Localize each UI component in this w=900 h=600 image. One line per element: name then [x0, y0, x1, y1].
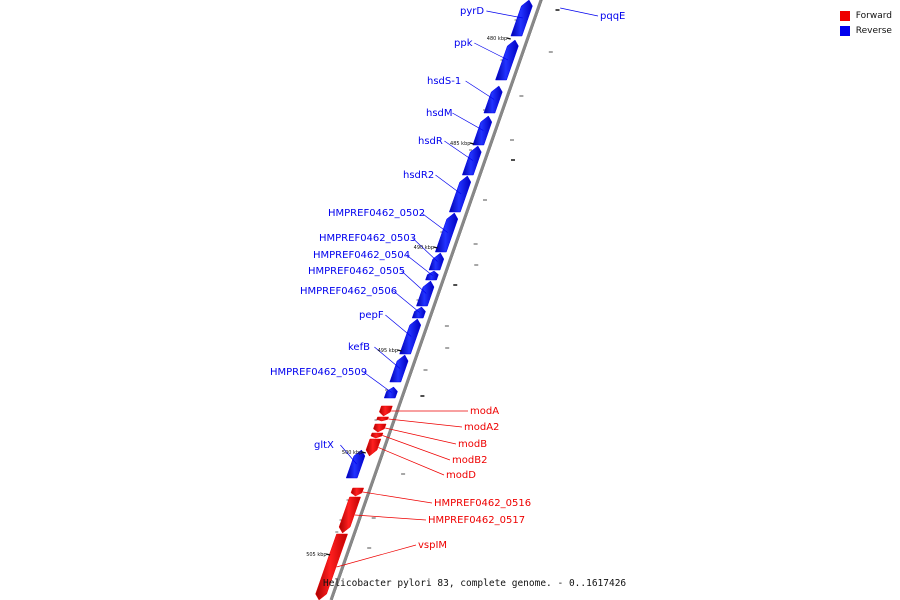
leader-line [474, 42, 509, 61]
gene-arrow-gltx[interactable] [345, 449, 366, 479]
kbp-tick-mark [433, 246, 438, 249]
legend-reverse: Reverse [839, 23, 892, 38]
gene-arrow-ppk[interactable] [495, 39, 519, 81]
gene-label-hsdr[interactable]: hsdR [418, 136, 443, 147]
leader-line [401, 270, 427, 294]
legend-forward: Forward [839, 8, 892, 23]
gene-label-kefb[interactable]: kefB [348, 342, 370, 353]
gene-arrow-moda2[interactable] [376, 416, 389, 422]
leader-line [393, 290, 420, 313]
gene-arrow-vspim[interactable] [315, 533, 348, 600]
gene-arrow-hmpref0462-0517[interactable] [338, 496, 361, 534]
gene-label-pepf[interactable]: pepF [359, 310, 384, 321]
leader-line [388, 418, 463, 428]
leader-line [560, 7, 599, 17]
gene-label-pyrd[interactable]: pyrD [460, 6, 484, 17]
gene-arrow-hmpref0462-0509[interactable] [383, 386, 398, 399]
kbp-tick-label: 500 kbp [342, 450, 362, 456]
gene-arrow-modb2[interactable] [370, 432, 384, 439]
gene-label-modb2[interactable]: modB2 [452, 455, 487, 466]
legend-reverse-label: Reverse [855, 25, 892, 36]
kbp-tick-mark [506, 37, 511, 40]
leader-line [452, 112, 484, 131]
kbp-tick-mark [325, 553, 331, 556]
gene-label-hmpref0462-0516[interactable]: HMPREF0462_0516 [434, 498, 531, 509]
gene-arrow-hsds-1[interactable] [483, 85, 503, 114]
leader-line [406, 254, 433, 276]
leader-line [444, 140, 474, 161]
gene-label-modb[interactable]: modB [458, 439, 487, 450]
gene-label-gltx[interactable]: gltX [314, 440, 334, 451]
kbp-tick-label: 480 kbp [487, 36, 507, 42]
gene-arrow-moda[interactable] [379, 405, 393, 417]
gene-arrow-hmpref0462-0504[interactable] [425, 270, 439, 281]
leader-line [340, 444, 357, 465]
map-caption: Helicobacter pylori 83, complete genome.… [323, 578, 627, 589]
leader-line [435, 174, 462, 195]
kbp-tick-label: 495 kbp [378, 348, 398, 354]
gene-label-hmpref0462-0503[interactable]: HMPREF0462_0503 [319, 233, 416, 244]
gene-label-modd[interactable]: modD [446, 470, 476, 481]
gene-label-moda[interactable]: modA [470, 406, 499, 417]
leader-line [412, 237, 438, 262]
leader-line [421, 212, 448, 233]
leader-line [385, 427, 457, 445]
leader-line [374, 346, 401, 369]
gene-label-pqqe[interactable]: pqqE [600, 11, 625, 22]
reverse-swatch [839, 25, 850, 36]
gene-label-hmpref0462-0504[interactable]: HMPREF0462_0504 [313, 250, 410, 261]
legend-forward-label: Forward [855, 10, 892, 21]
gene-label-hmpref0462-0502[interactable]: HMPREF0462_0502 [328, 208, 425, 219]
gene-arrow-hmpref0462-0505[interactable] [416, 280, 435, 307]
kbp-tick-label: 505 kbp [306, 552, 326, 558]
leader-line [382, 435, 451, 461]
leader-line [363, 371, 392, 393]
kbp-tick-mark [469, 142, 475, 145]
leader-line [465, 80, 495, 100]
leader-line [486, 10, 523, 19]
kbp-tick-label: 490 kbp [414, 245, 434, 251]
leader-line [336, 544, 417, 568]
backbone [329, 0, 543, 600]
gene-arrow-hsdr[interactable] [461, 145, 482, 176]
gene-label-hsds-1[interactable]: hsdS-1 [427, 76, 461, 87]
gene-arrow-hsdm[interactable] [472, 115, 493, 146]
legend: Forward Reverse [839, 8, 892, 38]
gene-label-vspim[interactable]: vspIM [418, 540, 447, 551]
leader-line [378, 447, 445, 476]
gene-arrow-hmpref0462-0502[interactable] [434, 212, 459, 253]
gene-label-hsdr2[interactable]: hsdR2 [403, 170, 434, 181]
gene-arrow-hsdr2[interactable] [448, 175, 472, 213]
gene-arrow-modb[interactable] [373, 423, 387, 433]
gene-label-hmpref0462-0506[interactable]: HMPREF0462_0506 [300, 286, 397, 297]
kbp-tick-mark [397, 349, 402, 352]
gene-arrow-kefb[interactable] [389, 354, 409, 383]
gene-arrow-hmpref0462-0516[interactable] [350, 487, 365, 497]
gene-arrow-modd[interactable] [365, 438, 382, 457]
forward-swatch [839, 10, 850, 21]
leader-line [354, 514, 427, 521]
leader-line [362, 491, 433, 504]
kbp-tick-mark [361, 451, 366, 454]
gene-label-hmpref0462-0505[interactable]: HMPREF0462_0505 [308, 266, 405, 277]
gene-label-ppk[interactable]: ppk [454, 38, 473, 49]
gene-label-hmpref0462-0509[interactable]: HMPREF0462_0509 [270, 367, 367, 378]
gene-arrow-pepf[interactable] [399, 318, 422, 355]
gene-label-hsdm[interactable]: hsdM [426, 108, 453, 119]
gene-label-hmpref0462-0517[interactable]: HMPREF0462_0517 [428, 515, 525, 526]
kbp-tick-label: 485 kbp [450, 141, 470, 147]
gene-label-moda2[interactable]: modA2 [464, 422, 499, 433]
gene-arrow-hmpref0462-0506[interactable] [411, 306, 426, 319]
leader-line [385, 314, 412, 337]
